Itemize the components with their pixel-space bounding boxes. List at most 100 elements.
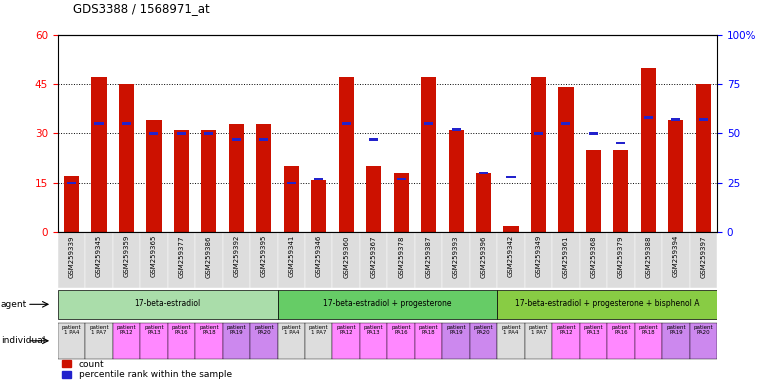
- FancyBboxPatch shape: [223, 323, 250, 359]
- FancyBboxPatch shape: [662, 323, 689, 359]
- Text: GSM259394: GSM259394: [673, 235, 678, 278]
- Bar: [614, 150, 628, 232]
- Bar: [476, 173, 491, 232]
- FancyBboxPatch shape: [113, 232, 140, 288]
- Bar: [699, 118, 708, 121]
- Text: GDS3388 / 1568971_at: GDS3388 / 1568971_at: [73, 2, 210, 15]
- FancyBboxPatch shape: [443, 323, 470, 359]
- Bar: [342, 122, 351, 125]
- Text: patient
PA16: patient PA16: [392, 325, 411, 336]
- Bar: [287, 182, 296, 184]
- Bar: [616, 142, 625, 144]
- Text: GSM259395: GSM259395: [261, 235, 267, 278]
- FancyBboxPatch shape: [305, 232, 332, 288]
- Bar: [449, 130, 463, 232]
- Text: patient
PA12: patient PA12: [336, 325, 356, 336]
- Bar: [177, 132, 186, 135]
- FancyBboxPatch shape: [278, 232, 305, 288]
- Text: GSM259339: GSM259339: [69, 235, 75, 278]
- Bar: [311, 180, 326, 232]
- FancyBboxPatch shape: [278, 290, 497, 319]
- FancyBboxPatch shape: [332, 323, 360, 359]
- Bar: [479, 172, 488, 174]
- Text: GSM259341: GSM259341: [288, 235, 295, 278]
- Text: GSM259378: GSM259378: [398, 235, 404, 278]
- Text: GSM259393: GSM259393: [453, 235, 459, 278]
- FancyBboxPatch shape: [305, 323, 332, 359]
- Bar: [424, 122, 433, 125]
- FancyBboxPatch shape: [250, 232, 278, 288]
- Text: patient
PA20: patient PA20: [693, 325, 713, 336]
- Text: patient
PA18: patient PA18: [199, 325, 219, 336]
- FancyBboxPatch shape: [415, 323, 443, 359]
- Bar: [64, 176, 79, 232]
- Bar: [531, 78, 546, 232]
- Text: patient
PA18: patient PA18: [638, 325, 658, 336]
- Text: GSM259349: GSM259349: [536, 235, 541, 278]
- Bar: [67, 182, 76, 184]
- FancyBboxPatch shape: [360, 323, 387, 359]
- Text: patient
1 PA7: patient 1 PA7: [309, 325, 328, 336]
- FancyBboxPatch shape: [387, 323, 415, 359]
- Bar: [644, 116, 653, 119]
- Text: GSM259377: GSM259377: [178, 235, 184, 278]
- Text: patient
PA19: patient PA19: [666, 325, 685, 336]
- Text: GSM259345: GSM259345: [96, 235, 102, 277]
- FancyBboxPatch shape: [58, 323, 86, 359]
- Text: patient
PA19: patient PA19: [446, 325, 466, 336]
- Bar: [174, 130, 189, 232]
- Text: 17-beta-estradiol + progesterone: 17-beta-estradiol + progesterone: [323, 299, 452, 308]
- Text: patient
PA12: patient PA12: [556, 325, 576, 336]
- Text: GSM259379: GSM259379: [618, 235, 624, 278]
- Text: patient
1 PA7: patient 1 PA7: [89, 325, 109, 336]
- FancyBboxPatch shape: [635, 232, 662, 288]
- Text: 17-beta-estradiol + progesterone + bisphenol A: 17-beta-estradiol + progesterone + bisph…: [515, 299, 699, 308]
- Text: GSM259392: GSM259392: [234, 235, 239, 278]
- FancyBboxPatch shape: [167, 323, 195, 359]
- Bar: [315, 178, 323, 180]
- Bar: [259, 138, 268, 141]
- FancyBboxPatch shape: [415, 232, 443, 288]
- Bar: [695, 84, 711, 232]
- Bar: [204, 132, 214, 135]
- FancyBboxPatch shape: [58, 232, 86, 288]
- Text: GSM259386: GSM259386: [206, 235, 212, 278]
- FancyBboxPatch shape: [525, 323, 552, 359]
- Text: agent: agent: [1, 300, 27, 309]
- Text: patient
1 PA4: patient 1 PA4: [62, 325, 82, 336]
- FancyBboxPatch shape: [525, 232, 552, 288]
- FancyBboxPatch shape: [635, 323, 662, 359]
- FancyBboxPatch shape: [332, 232, 360, 288]
- Text: patient
PA19: patient PA19: [227, 325, 246, 336]
- Bar: [150, 132, 159, 135]
- FancyBboxPatch shape: [608, 323, 635, 359]
- Text: GSM259346: GSM259346: [316, 235, 322, 278]
- FancyBboxPatch shape: [552, 232, 580, 288]
- Text: patient
1 PA4: patient 1 PA4: [501, 325, 521, 336]
- Bar: [534, 132, 543, 135]
- Text: GSM259396: GSM259396: [480, 235, 487, 278]
- Bar: [232, 138, 241, 141]
- Bar: [589, 132, 598, 135]
- Bar: [201, 130, 217, 232]
- FancyBboxPatch shape: [195, 323, 223, 359]
- FancyBboxPatch shape: [552, 323, 580, 359]
- FancyBboxPatch shape: [140, 323, 167, 359]
- FancyBboxPatch shape: [662, 232, 689, 288]
- Bar: [668, 120, 683, 232]
- Text: GSM259397: GSM259397: [700, 235, 706, 278]
- Text: GSM259388: GSM259388: [645, 235, 651, 278]
- Text: patient
PA16: patient PA16: [172, 325, 191, 336]
- Text: GSM259342: GSM259342: [508, 235, 514, 277]
- Bar: [256, 124, 271, 232]
- FancyBboxPatch shape: [470, 323, 497, 359]
- FancyBboxPatch shape: [387, 232, 415, 288]
- FancyBboxPatch shape: [580, 323, 608, 359]
- Bar: [452, 128, 460, 131]
- Bar: [558, 87, 574, 232]
- Bar: [366, 166, 381, 232]
- Bar: [672, 118, 680, 121]
- Bar: [338, 78, 354, 232]
- FancyBboxPatch shape: [497, 232, 525, 288]
- Bar: [284, 166, 299, 232]
